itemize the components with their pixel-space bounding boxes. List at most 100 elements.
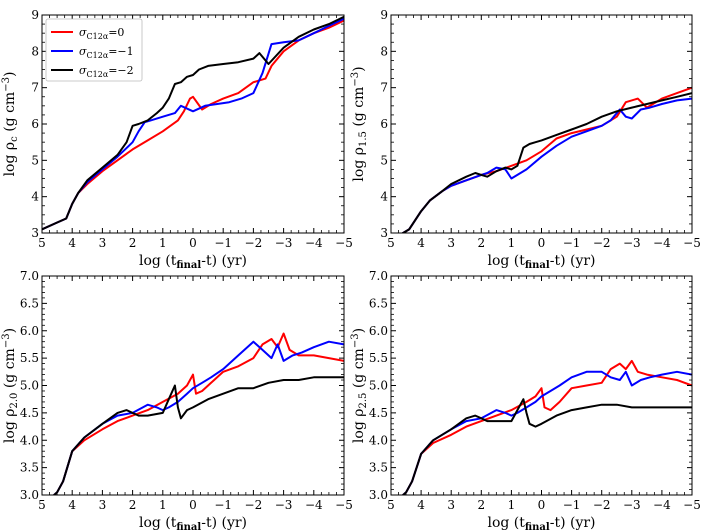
y-tick-label: 4.0 [20, 433, 39, 447]
x-tick-label: 5 [387, 498, 395, 512]
y-tick-label: 8 [380, 44, 388, 58]
legend-entry-label: σC12α=0 [79, 26, 124, 41]
x-tick-label: −1 [214, 498, 232, 512]
x-tick-label: −5 [335, 498, 353, 512]
series-line-0 [401, 359, 692, 495]
y-tick-label: 6.0 [20, 324, 39, 338]
y-tick-label: 7 [380, 81, 388, 95]
x-tick-label: 1 [159, 236, 167, 250]
series-line-1 [401, 97, 692, 233]
x-tick-label: 4 [68, 498, 76, 512]
x-tick-label: 2 [129, 498, 137, 512]
y-tick-label: 5.5 [369, 351, 388, 365]
x-tick-label: 2 [477, 236, 485, 250]
y-tick-label: 6 [31, 117, 39, 131]
x-axis-label: log (tfinal-t) (yr) [487, 253, 595, 271]
y-tick-label: 5 [31, 153, 39, 167]
x-tick-label: −2 [593, 498, 611, 512]
y-tick-label: 4 [31, 190, 39, 204]
x-axis-label: log (tfinal-t) (yr) [487, 515, 595, 531]
x-tick-label: 3 [99, 498, 107, 512]
series-line-0 [401, 86, 692, 233]
y-tick-label: 7.0 [369, 269, 388, 283]
y-tick-label: 7.0 [20, 269, 39, 283]
x-tick-label: −5 [683, 498, 701, 512]
y-tick-label: 3.5 [369, 461, 388, 475]
y-tick-label: 3 [380, 226, 388, 240]
x-tick-label: 4 [68, 236, 76, 250]
x-tick-label: −1 [563, 236, 581, 250]
y-tick-label: 9 [31, 8, 39, 22]
y-tick-label: 8 [31, 44, 39, 58]
y-tick-label: 3.5 [20, 461, 39, 475]
series-line-2 [401, 92, 692, 233]
y-axis-label: log ρ2.0 (g cm−3) [1, 328, 20, 443]
x-tick-label: 5 [38, 236, 46, 250]
y-tick-label: 4 [380, 190, 388, 204]
y-tick-label: 4.5 [369, 406, 388, 420]
y-tick-label: 6 [380, 117, 388, 131]
legend-entry-label: σC12α=−2 [79, 64, 134, 79]
chart-panel-bottom-left: 5 4 3 2 1 0 −1 −2 −3 −4 −5 3.0 3.5 4.0 4.5 5.0 5.5 6.0 6.5… [1, 269, 353, 531]
y-tick-label: 7 [31, 81, 39, 95]
x-tick-label: 3 [99, 236, 107, 250]
x-tick-label: 0 [189, 236, 197, 250]
y-axis-label: log ρ2.5 (g cm−3) [350, 328, 369, 443]
chart-panel-top-left: 5 4 3 2 1 0 −1 −2 −3 −4 −5 3 4 5 6 7 8 9 log (tfinal-t) (y… [1, 8, 353, 271]
y-tick-label: 5.0 [369, 379, 388, 393]
x-tick-label: 2 [129, 236, 137, 250]
x-tick-label: −1 [563, 498, 581, 512]
series-line-1 [52, 340, 344, 495]
legend: σC12α=0 σC12α=−1 σC12α=−2 [45, 18, 143, 82]
y-tick-label: 4.0 [369, 433, 388, 447]
y-tick-label: 9 [380, 8, 388, 22]
y-tick-label: 4.5 [20, 406, 39, 420]
plot-frame [41, 275, 345, 496]
x-tick-label: −3 [275, 498, 293, 512]
series-line-2 [42, 15, 344, 231]
legend-entry-label: σC12α=−1 [79, 45, 134, 60]
x-tick-label: 5 [387, 236, 395, 250]
x-tick-label: 4 [417, 236, 425, 250]
x-tick-label: −2 [245, 236, 263, 250]
x-tick-label: 5 [38, 498, 46, 512]
y-tick-label: 3.0 [20, 488, 39, 502]
x-tick-label: 3 [447, 498, 455, 512]
x-tick-label: 3 [447, 236, 455, 250]
x-tick-label: −3 [275, 236, 293, 250]
x-tick-label: 1 [159, 498, 167, 512]
y-tick-label: 5.5 [20, 351, 39, 365]
x-tick-label: −4 [305, 498, 323, 512]
y-tick-label: 6.0 [369, 324, 388, 338]
x-axis-label: log (tfinal-t) (yr) [139, 253, 247, 271]
x-tick-label: 1 [508, 498, 516, 512]
series-line-2 [52, 376, 344, 495]
plot-frame [390, 275, 693, 496]
x-tick-label: 2 [477, 498, 485, 512]
legend-box [45, 18, 143, 82]
x-axis-label: log (tfinal-t) (yr) [139, 515, 247, 531]
x-tick-label: 0 [538, 498, 546, 512]
y-axis-label: log ρ1.5 (g cm−3) [350, 66, 369, 181]
y-axis-label: log ρc (g cm−3) [1, 72, 20, 177]
x-tick-label: −4 [653, 498, 671, 512]
x-tick-label: −5 [335, 236, 353, 250]
x-tick-label: 4 [417, 498, 425, 512]
x-tick-label: −2 [593, 236, 611, 250]
y-tick-label: 3.0 [369, 488, 388, 502]
x-tick-label: −1 [214, 236, 232, 250]
plot-frame [390, 14, 693, 234]
chart-panel-bottom-right: 5 4 3 2 1 0 −1 −2 −3 −4 −5 3.0 3.5 4.0 4.5 5.0 5.5 6.0 6.5… [350, 269, 701, 531]
x-tick-label: −4 [653, 236, 671, 250]
x-tick-label: −5 [683, 236, 701, 250]
y-tick-label: 6.5 [369, 296, 388, 310]
chart-panel-top-right: 5 4 3 2 1 0 −1 −2 −3 −4 −5 3 4 5 6 7 8 9 log (tfinal-t) (y… [350, 8, 701, 271]
y-tick-label: 5.0 [20, 379, 39, 393]
x-tick-label: −2 [245, 498, 263, 512]
y-tick-label: 6.5 [20, 296, 39, 310]
x-tick-label: 0 [189, 498, 197, 512]
y-tick-label: 3 [31, 226, 39, 240]
series-line-2 [401, 398, 692, 495]
x-tick-label: 0 [538, 236, 546, 250]
